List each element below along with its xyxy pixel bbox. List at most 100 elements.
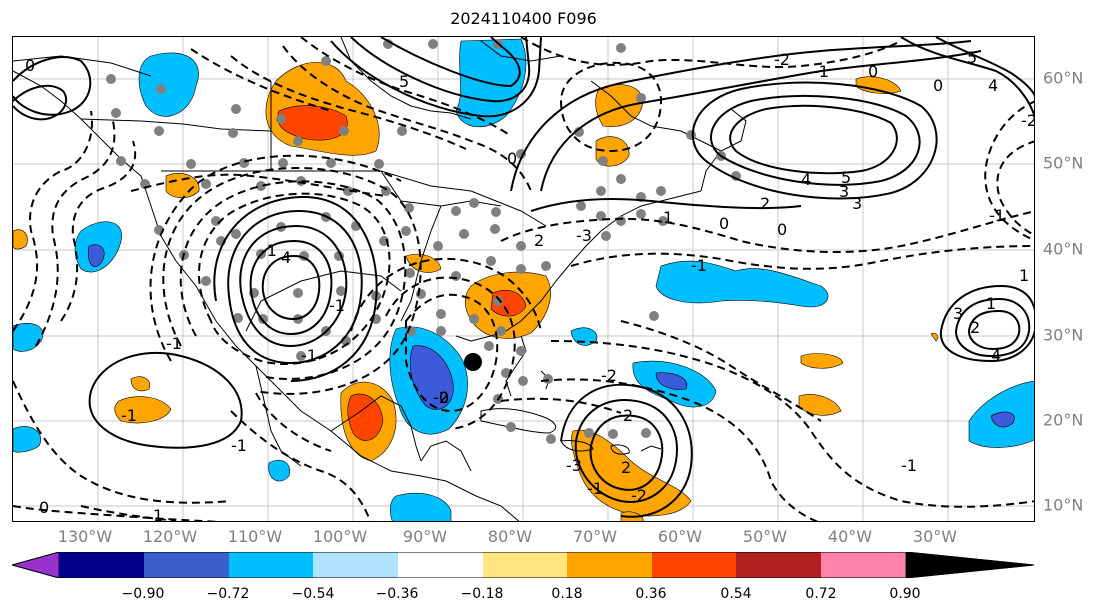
colorbar-tick-label: −0.36 xyxy=(375,586,419,602)
contour-label: 2 xyxy=(623,406,633,425)
lat-tick-label: 30°N xyxy=(1043,325,1084,345)
lon-tick-label: 30°W xyxy=(912,527,958,546)
contour-label: 5 xyxy=(399,72,409,91)
significance-dots xyxy=(106,39,741,444)
fill-blob xyxy=(347,393,384,441)
contour-label: 4 xyxy=(991,346,1001,365)
lat-tick-label: 20°N xyxy=(1043,410,1084,430)
contour-label: -1 xyxy=(587,479,603,498)
colorbar-tick-label: 0.36 xyxy=(635,586,667,602)
contour-label: 0 xyxy=(39,498,49,517)
positive-contours xyxy=(13,37,1034,518)
fill-blob xyxy=(390,493,452,521)
contour-label: 1 xyxy=(663,208,673,227)
colorbar-segment xyxy=(59,552,144,578)
colorbar-segment xyxy=(229,552,313,578)
contour-label: -3 xyxy=(576,226,592,245)
positive-anomaly-fills xyxy=(13,61,939,521)
fill-blob xyxy=(655,260,829,308)
contour-label: 0 xyxy=(25,56,35,75)
contour-label: 3 xyxy=(852,194,862,213)
fill-blob xyxy=(655,372,688,390)
contour-label: -2 xyxy=(631,486,647,505)
fill-blob xyxy=(130,376,151,392)
contour-label: 4 xyxy=(801,170,811,189)
contour-label: 4 xyxy=(281,248,291,267)
lon-tick-label: 130°W xyxy=(57,527,113,546)
contour-label: -1 xyxy=(813,62,829,81)
colorbar-tick-label: 0.90 xyxy=(889,586,921,602)
contour-label: 0 xyxy=(719,214,729,233)
colorbar-segment xyxy=(144,552,229,578)
fill-blob xyxy=(13,229,28,250)
contour-label: -2 xyxy=(433,388,449,407)
fill-blob xyxy=(165,172,200,199)
lon-tick-label: 100°W xyxy=(312,527,368,546)
colorbar-segment xyxy=(821,552,906,578)
colorbar-segment xyxy=(313,552,398,578)
contour-label: 0 xyxy=(868,62,878,81)
lat-tick-label: 60°N xyxy=(1043,68,1084,88)
fill-blob xyxy=(800,353,844,369)
contour-label: 5 xyxy=(841,168,851,187)
lat-tick-label: 40°N xyxy=(1043,239,1084,259)
colorbar-tick-label: −0.54 xyxy=(291,586,335,602)
colorbar-segment xyxy=(736,552,821,578)
colorbar-tick-label: 0.18 xyxy=(551,586,583,602)
lon-tick-label: 60°W xyxy=(657,527,703,546)
storm-center-marker xyxy=(464,353,482,371)
colorbar-tick-label: −0.90 xyxy=(121,586,165,602)
fill-blob xyxy=(268,459,291,482)
lon-tick-label: 90°W xyxy=(402,527,448,546)
contour-label: 0 xyxy=(439,388,449,407)
contour-label: -1 xyxy=(301,346,317,365)
fill-blob xyxy=(13,322,44,352)
contour-label: 2 xyxy=(970,318,980,337)
contour-label-layer: 0 5 4 3 2 0 5 4 3 2 0 1 0 -1 -2 2 0 5 4 … xyxy=(25,48,1035,521)
colorbar-tick-label: 0.72 xyxy=(805,586,837,602)
chart-title: 2024110400 F096 xyxy=(450,9,597,28)
fill-blob xyxy=(410,345,454,410)
negative-anomaly-fills xyxy=(13,38,1034,521)
negative-contours xyxy=(13,37,1034,521)
colorbar-tick-label: −0.72 xyxy=(206,586,250,602)
contour-label: -2 xyxy=(601,366,617,385)
lon-tick-label: 120°W xyxy=(142,527,198,546)
contour-label: 2 xyxy=(760,194,770,213)
contour-label: 0 xyxy=(933,76,943,95)
contour-label: -1 xyxy=(231,436,247,455)
contour-label: 1 xyxy=(1019,266,1029,285)
colorbar xyxy=(12,552,1035,578)
contour-label: 3 xyxy=(839,182,849,201)
colorbar-segment xyxy=(567,552,652,578)
fill-blob xyxy=(88,244,105,267)
colorbar-segment xyxy=(652,552,736,578)
colorbar-outline xyxy=(12,552,1035,578)
contour-label: -3 xyxy=(566,456,582,475)
contour-label: 3 xyxy=(953,304,963,323)
contour-label: -1 xyxy=(166,334,182,353)
fill-blob xyxy=(990,411,1015,428)
fill-blob xyxy=(855,76,902,94)
fill-blob xyxy=(595,84,644,127)
contour-label: 0 xyxy=(507,149,517,168)
contour-label: -1 xyxy=(329,296,345,315)
contour-label: -2 xyxy=(774,50,790,69)
fill-blob xyxy=(13,426,41,453)
lat-tick-label: 50°N xyxy=(1043,153,1084,173)
contour-label: -1 xyxy=(121,406,137,425)
contour-label: -1 xyxy=(989,206,1005,225)
contour-label: 2 xyxy=(534,231,544,250)
map-panel: 0 5 4 3 2 0 5 4 3 2 0 1 0 -1 -2 2 0 5 4 … xyxy=(12,36,1035,522)
contour-label: 5 xyxy=(967,48,977,67)
contour-label: 2 xyxy=(621,458,631,477)
lon-tick-label: 110°W xyxy=(227,527,283,546)
colorbar-segment xyxy=(905,552,1035,578)
lon-tick-label: 50°W xyxy=(742,527,788,546)
fill-blob xyxy=(571,429,692,517)
lon-tick-label: 40°W xyxy=(827,527,873,546)
contour-label: 1 xyxy=(986,294,996,313)
lon-tick-label: 70°W xyxy=(572,527,618,546)
lon-tick-label: 80°W xyxy=(487,527,533,546)
contour-label: -2 xyxy=(1021,111,1035,130)
